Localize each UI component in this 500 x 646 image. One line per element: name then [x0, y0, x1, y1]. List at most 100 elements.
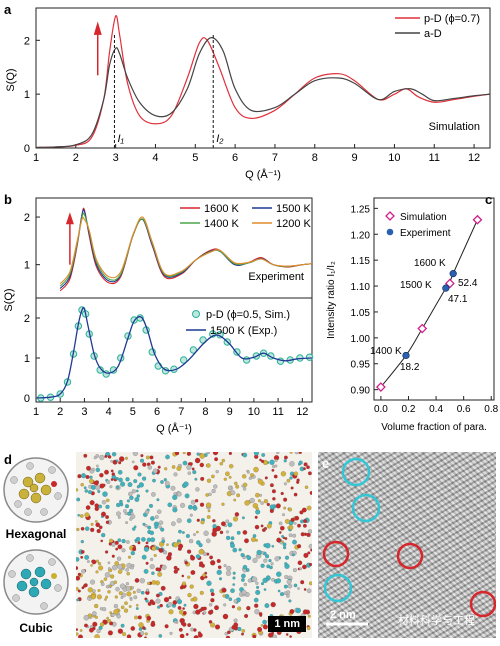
atom: [76, 587, 79, 591]
atom: [118, 461, 122, 465]
atom: [170, 485, 176, 491]
atom: [254, 515, 258, 519]
atom: [280, 471, 286, 477]
atom: [260, 524, 264, 528]
atom: [99, 607, 103, 611]
atom: [257, 499, 261, 503]
atom: [285, 555, 290, 560]
atom: [212, 452, 219, 456]
atom: [122, 632, 127, 637]
red-ring: [396, 542, 424, 570]
atom: [151, 580, 157, 585]
atom: [96, 528, 101, 534]
atom: [260, 624, 264, 627]
atom: [94, 615, 98, 619]
atom: [142, 462, 147, 467]
atom: [241, 474, 247, 479]
atom: [199, 462, 205, 468]
atom: [187, 504, 193, 510]
atom: [198, 549, 205, 555]
y-tick-label: 1.00: [351, 334, 371, 345]
atom: [133, 479, 138, 484]
atom: [143, 568, 149, 574]
atom: [269, 459, 275, 465]
atom: [126, 499, 130, 503]
atom: [168, 609, 174, 615]
atom: [208, 602, 213, 607]
atom: [227, 485, 232, 490]
atom: [176, 466, 182, 471]
atom: [309, 491, 312, 495]
atom: [233, 498, 237, 502]
atom: [248, 476, 252, 480]
atom: [271, 489, 276, 494]
atom: [80, 483, 84, 487]
atom: [160, 480, 164, 484]
atom: [219, 461, 223, 466]
atom: [172, 507, 178, 513]
atom: [295, 607, 301, 614]
atom: [80, 539, 84, 544]
x-tick-label: 0.6: [457, 404, 471, 415]
atom: [297, 560, 303, 566]
atom: [241, 589, 247, 595]
atom: [149, 530, 155, 536]
sim-point: [189, 346, 198, 354]
atom: [134, 497, 140, 502]
x-tick-label: 0.8: [484, 404, 498, 415]
atom: [115, 547, 119, 551]
atom: [129, 517, 133, 521]
atom: [306, 505, 312, 511]
atom: [231, 625, 237, 630]
panel-label-a: a: [4, 2, 12, 17]
atom: [121, 538, 126, 544]
atom: [259, 613, 263, 617]
atom: [111, 472, 116, 476]
atom: [90, 625, 94, 629]
atom: [110, 469, 114, 473]
atom: [245, 568, 250, 572]
atom: [165, 454, 170, 460]
atom: [145, 489, 149, 493]
atom: [131, 460, 135, 464]
atom: [149, 557, 154, 562]
atom: [179, 609, 184, 615]
atom: [168, 596, 172, 600]
atom: [95, 485, 101, 491]
atom: [88, 594, 92, 598]
atom: [244, 614, 249, 619]
atom: [104, 572, 111, 578]
x-tick-label: 9: [227, 406, 233, 418]
atom: [223, 477, 227, 481]
atom: [183, 603, 187, 607]
atom: [91, 626, 96, 631]
atom: [106, 498, 110, 503]
sim-point: [109, 366, 118, 374]
atom: [177, 546, 182, 551]
atom: [202, 573, 206, 578]
atom: [228, 475, 232, 479]
atom: [219, 577, 223, 581]
panel-label-e: e: [322, 456, 329, 471]
atom: [149, 564, 155, 570]
atom: [200, 476, 205, 481]
atom: [171, 521, 176, 527]
atom: [102, 491, 108, 497]
atom: [230, 543, 235, 548]
atom: [76, 488, 79, 492]
annotation: 52.4: [458, 278, 478, 289]
arrow-head: [65, 212, 74, 225]
atom: [282, 542, 287, 547]
atom: [284, 574, 289, 579]
atom: [230, 588, 235, 594]
atom: [293, 471, 299, 476]
atom: [117, 569, 123, 574]
atom: [257, 626, 263, 632]
atom: [182, 460, 188, 466]
atom: [107, 618, 112, 623]
atom: [211, 488, 216, 494]
atom: [261, 582, 265, 586]
atom: [186, 518, 192, 524]
atom: [157, 571, 163, 577]
legend-label: Experiment: [400, 228, 451, 239]
